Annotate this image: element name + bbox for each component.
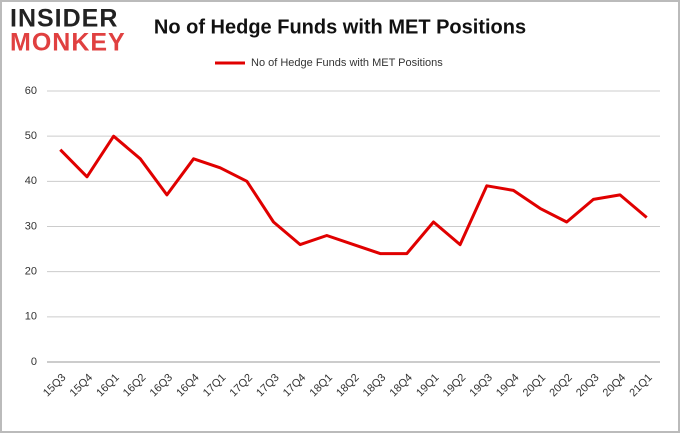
y-tick-label: 20	[25, 266, 37, 278]
y-tick-label: 10	[25, 311, 37, 323]
legend-label: No of Hedge Funds with MET Positions	[251, 57, 443, 69]
logo-top: INSIDER	[10, 5, 118, 33]
data-line	[59, 134, 648, 256]
y-tick-label: 60	[25, 85, 37, 97]
y-tick-label: 0	[31, 356, 37, 368]
y-tick-label: 40	[25, 175, 37, 187]
chart-title: No of Hedge Funds with MET Positions	[154, 16, 526, 38]
y-tick-label: 50	[25, 130, 37, 142]
y-tick-label: 30	[25, 220, 37, 232]
logo-bottom: MONKEY	[10, 29, 126, 57]
